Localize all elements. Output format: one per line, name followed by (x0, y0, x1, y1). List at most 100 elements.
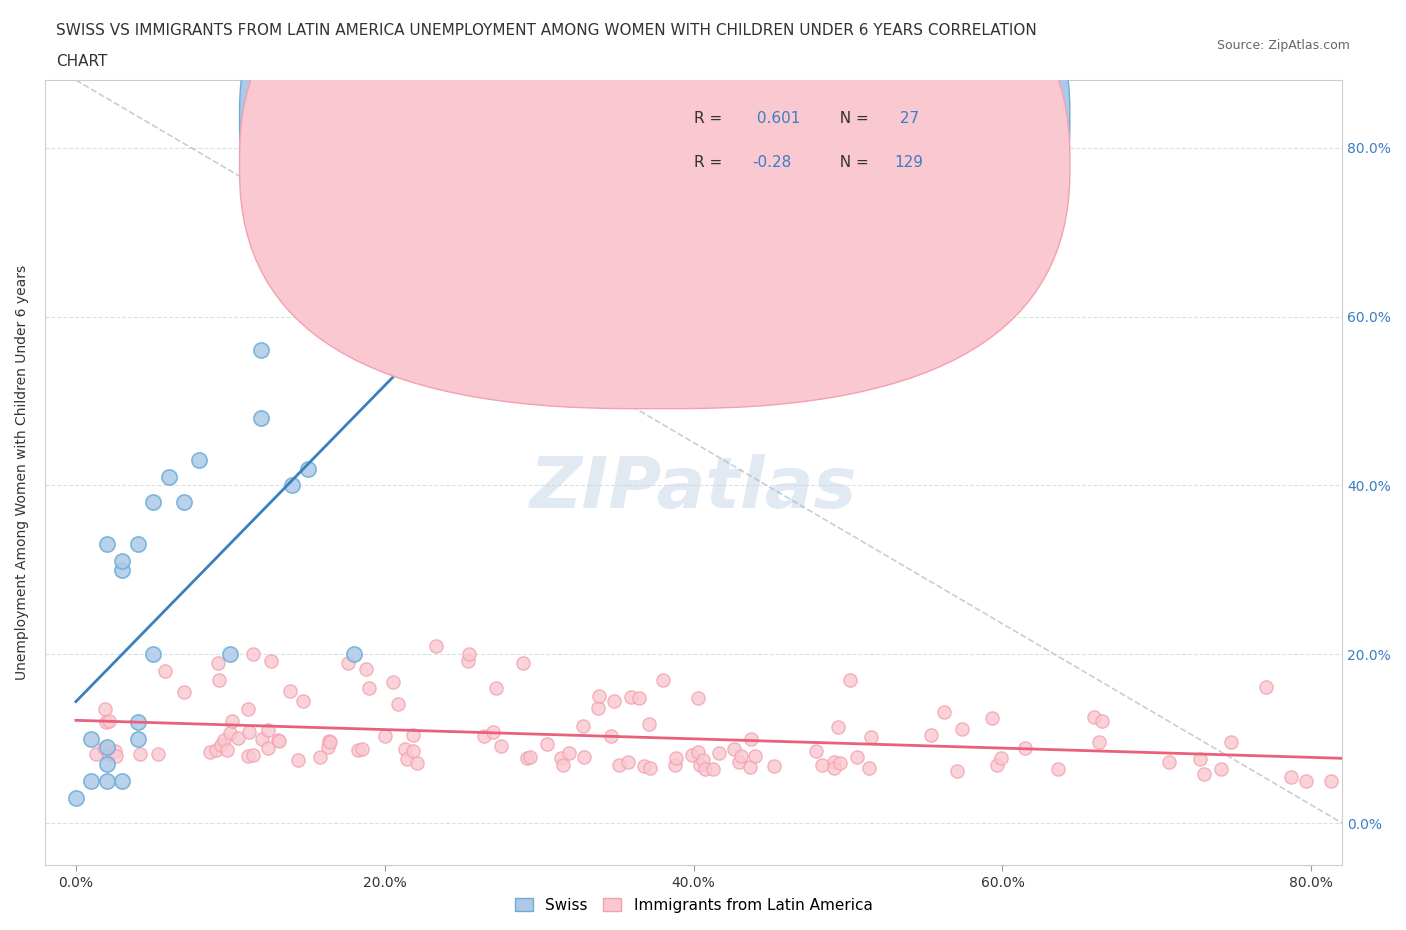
Immigrants from Latin America (104, 744, 127, 759)
Immigrants from Latin America (1014, 740, 1036, 755)
Text: 129: 129 (894, 154, 924, 169)
Immigrants from Latin America (730, 749, 752, 764)
Immigrants from Latin America (588, 701, 610, 716)
Swiss (297, 461, 319, 476)
Immigrants from Latin America (723, 741, 745, 756)
Immigrants from Latin America (146, 747, 169, 762)
Immigrants from Latin America (1209, 762, 1232, 777)
Immigrants from Latin America (173, 684, 195, 699)
Immigrants from Latin America (516, 751, 538, 765)
Immigrants from Latin America (257, 723, 280, 737)
Immigrants from Latin America (198, 744, 221, 759)
Swiss (96, 537, 118, 551)
Immigrants from Latin America (238, 724, 260, 739)
Immigrants from Latin America (318, 734, 340, 749)
Immigrants from Latin America (551, 758, 574, 773)
Immigrants from Latin America (94, 714, 117, 729)
Immigrants from Latin America (221, 713, 243, 728)
Swiss (343, 647, 366, 662)
Immigrants from Latin America (620, 689, 643, 704)
Text: R =: R = (693, 154, 727, 169)
Immigrants from Latin America (153, 664, 176, 679)
Swiss (96, 739, 118, 754)
Immigrants from Latin America (681, 747, 703, 762)
Immigrants from Latin America (93, 741, 115, 756)
FancyBboxPatch shape (239, 0, 1070, 365)
Immigrants from Latin America (664, 758, 686, 773)
Immigrants from Latin America (308, 750, 330, 764)
Immigrants from Latin America (219, 725, 242, 740)
Immigrants from Latin America (406, 755, 429, 770)
Swiss (142, 495, 165, 510)
Immigrants from Latin America (267, 733, 290, 748)
Immigrants from Latin America (744, 749, 766, 764)
FancyBboxPatch shape (239, 0, 1070, 408)
Immigrants from Latin America (260, 654, 283, 669)
Immigrants from Latin America (638, 760, 661, 775)
Immigrants from Latin America (129, 747, 152, 762)
Immigrants from Latin America (316, 739, 339, 754)
Immigrants from Latin America (252, 732, 274, 747)
Immigrants from Latin America (1319, 774, 1341, 789)
Text: -0.28: -0.28 (752, 154, 792, 169)
Immigrants from Latin America (1295, 774, 1317, 789)
Immigrants from Latin America (458, 647, 481, 662)
Text: CHART: CHART (56, 54, 108, 69)
Immigrants from Latin America (536, 737, 558, 751)
Swiss (127, 537, 149, 551)
Immigrants from Latin America (374, 729, 396, 744)
Immigrants from Latin America (633, 758, 655, 773)
Immigrants from Latin America (357, 681, 380, 696)
Immigrants from Latin America (859, 729, 882, 744)
Swiss (281, 259, 304, 273)
Immigrants from Latin America (238, 749, 260, 764)
Immigrants from Latin America (572, 750, 595, 764)
Swiss (80, 731, 103, 746)
Immigrants from Latin America (823, 761, 845, 776)
Swiss (65, 790, 87, 805)
Immigrants from Latin America (599, 728, 621, 743)
Immigrants from Latin America (689, 758, 711, 773)
Swiss (250, 343, 273, 358)
Swiss (405, 352, 427, 366)
Immigrants from Latin America (214, 733, 236, 748)
Immigrants from Latin America (1254, 680, 1277, 695)
Immigrants from Latin America (1220, 735, 1243, 750)
Immigrants from Latin America (588, 689, 610, 704)
Immigrants from Latin America (267, 734, 290, 749)
Swiss (96, 757, 118, 772)
Immigrants from Latin America (401, 728, 423, 743)
Immigrants from Latin America (242, 747, 264, 762)
Immigrants from Latin America (278, 684, 301, 698)
Immigrants from Latin America (1188, 751, 1211, 766)
Immigrants from Latin America (762, 758, 785, 773)
Immigrants from Latin America (980, 711, 1002, 725)
Swiss (173, 495, 195, 510)
Text: 27: 27 (894, 111, 920, 126)
Immigrants from Latin America (1047, 762, 1070, 777)
Immigrants from Latin America (804, 744, 827, 759)
Immigrants from Latin America (1088, 735, 1111, 750)
Immigrants from Latin America (336, 656, 359, 671)
Immigrants from Latin America (211, 737, 233, 752)
Swiss (111, 554, 134, 569)
Immigrants from Latin America (827, 720, 849, 735)
Immigrants from Latin America (257, 740, 280, 755)
Immigrants from Latin America (387, 697, 409, 711)
Immigrants from Latin America (665, 751, 688, 766)
Immigrants from Latin America (845, 750, 868, 764)
Swiss (111, 563, 134, 578)
Immigrants from Latin America (94, 701, 117, 716)
Immigrants from Latin America (628, 690, 651, 705)
Immigrants from Latin America (550, 751, 572, 766)
Immigrants from Latin America (347, 743, 370, 758)
Immigrants from Latin America (811, 758, 834, 773)
Immigrants from Latin America (319, 735, 342, 750)
Immigrants from Latin America (396, 751, 419, 766)
Text: ZIPatlas: ZIPatlas (530, 454, 858, 523)
Immigrants from Latin America (394, 741, 416, 756)
Swiss (498, 343, 520, 358)
Immigrants from Latin America (858, 761, 880, 776)
Immigrants from Latin America (97, 713, 120, 728)
Immigrants from Latin America (692, 752, 714, 767)
